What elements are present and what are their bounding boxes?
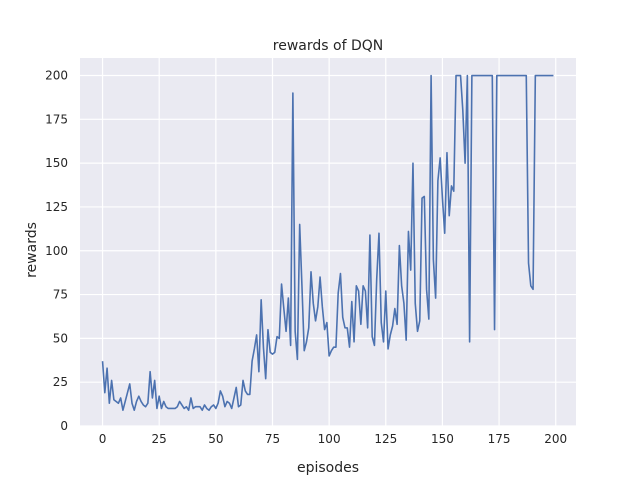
plot-area xyxy=(80,58,576,426)
x-tick-label: 75 xyxy=(265,432,280,446)
y-tick-label: 0 xyxy=(60,419,68,433)
x-tick-label: 200 xyxy=(544,432,567,446)
y-tick-label: 175 xyxy=(45,112,68,126)
x-tick-label: 25 xyxy=(152,432,167,446)
chart-title: rewards of DQN xyxy=(273,38,383,54)
x-tick-label: 100 xyxy=(318,432,341,446)
x-axis-label: episodes xyxy=(297,460,359,476)
y-tick-label: 75 xyxy=(53,288,68,302)
y-axis-label: rewards xyxy=(24,222,40,278)
x-tick-label: 175 xyxy=(488,432,511,446)
y-tick-label: 100 xyxy=(45,244,68,258)
x-tick-label: 150 xyxy=(431,432,454,446)
x-tick-label: 50 xyxy=(208,432,223,446)
x-tick-label: 125 xyxy=(374,432,397,446)
y-tick-label: 25 xyxy=(53,375,68,389)
y-tick-label: 125 xyxy=(45,200,68,214)
y-tick-label: 150 xyxy=(45,156,68,170)
y-tick-label: 200 xyxy=(45,69,68,83)
y-tick-label: 50 xyxy=(53,331,68,345)
x-tick-label: 0 xyxy=(99,432,107,446)
